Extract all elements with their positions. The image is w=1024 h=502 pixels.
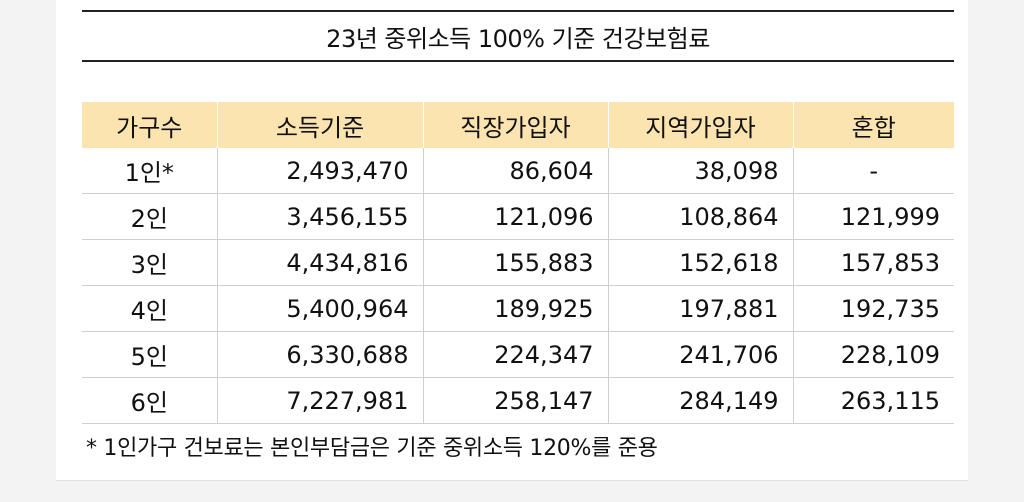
table-row: 1인* 2,493,470 86,604 38,098 - <box>82 148 954 194</box>
mixed-cell: 157,853 <box>792 239 954 286</box>
header-mixed: 혼합 <box>792 102 954 148</box>
mixed-cell: 121,999 <box>792 193 954 240</box>
household-cell: 6인 <box>82 377 217 424</box>
table-row: 4인 5,400,964 189,925 197,881 192,735 <box>82 285 954 332</box>
household-cell: 3인 <box>82 239 217 286</box>
mixed-cell: 263,115 <box>792 377 954 424</box>
table-row: 6인 7,227,981 258,147 284,149 263,115 <box>82 377 954 424</box>
table-row: 2인 3,456,155 121,096 108,864 121,999 <box>82 193 954 240</box>
table-title: 23년 중위소득 100% 기준 건강보험료 <box>326 24 710 53</box>
header-regional: 지역가입자 <box>607 102 793 148</box>
regional-cell: 284,149 <box>607 377 793 424</box>
employee-cell: 86,604 <box>422 148 608 194</box>
regional-cell: 197,881 <box>607 285 793 332</box>
mixed-cell: - <box>792 148 954 194</box>
employee-cell: 121,096 <box>422 193 608 240</box>
income-cell: 7,227,981 <box>216 377 423 424</box>
insurance-table: 가구수 소득기준 직장가입자 지역가입자 혼합 1인* 2,493,470 86… <box>82 102 954 424</box>
employee-cell: 189,925 <box>422 285 608 332</box>
regional-cell: 241,706 <box>607 331 793 378</box>
income-cell: 3,456,155 <box>216 193 423 240</box>
table-row: 5인 6,330,688 224,347 241,706 228,109 <box>82 331 954 378</box>
employee-cell: 224,347 <box>422 331 608 378</box>
employee-cell: 155,883 <box>422 239 608 286</box>
header-row: 가구수 소득기준 직장가입자 지역가입자 혼합 <box>82 102 954 148</box>
income-cell: 6,330,688 <box>216 331 423 378</box>
header-employee: 직장가입자 <box>422 102 608 148</box>
header-income: 소득기준 <box>216 102 423 148</box>
regional-cell: 152,618 <box>607 239 793 286</box>
income-cell: 5,400,964 <box>216 285 423 332</box>
household-cell: 1인* <box>82 148 217 194</box>
table-row: 3인 4,434,816 155,883 152,618 157,853 <box>82 239 954 286</box>
header-household: 가구수 <box>82 102 217 148</box>
household-cell: 2인 <box>82 193 217 240</box>
regional-cell: 108,864 <box>607 193 793 240</box>
regional-cell: 38,098 <box>607 148 793 194</box>
employee-cell: 258,147 <box>422 377 608 424</box>
income-cell: 4,434,816 <box>216 239 423 286</box>
household-cell: 5인 <box>82 331 217 378</box>
content-card: 23년 중위소득 100% 기준 건강보험료 가구수 소득기준 직장가입자 지역… <box>56 0 968 481</box>
mixed-cell: 228,109 <box>792 331 954 378</box>
income-cell: 2,493,470 <box>216 148 423 194</box>
title-bar: 23년 중위소득 100% 기준 건강보험료 <box>82 10 954 62</box>
mixed-cell: 192,735 <box>792 285 954 332</box>
household-cell: 4인 <box>82 285 217 332</box>
footnote: * 1인가구 건보료는 본인부담금은 기준 중위소득 120%를 준용 <box>86 436 658 461</box>
